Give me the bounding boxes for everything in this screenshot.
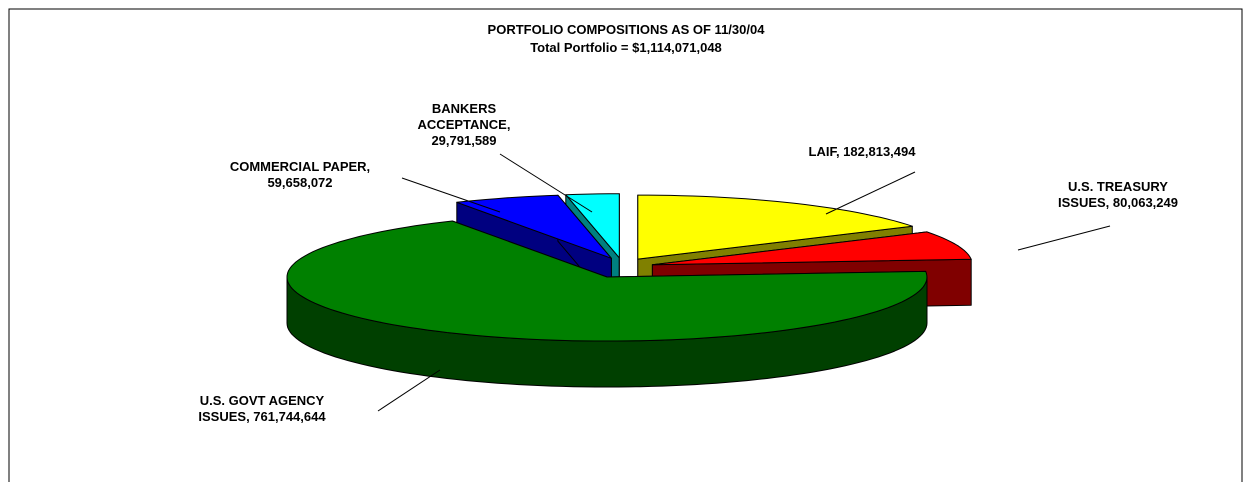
data-label: LAIF, 182,813,494 xyxy=(809,144,917,159)
chart-frame xyxy=(8,8,1243,482)
chart-subtitle: Total Portfolio = $1,114,071,048 xyxy=(530,40,722,55)
data-label: U.S. GOVT AGENCY ISSUES, 761,744,644 xyxy=(198,393,326,424)
slice xyxy=(637,194,913,260)
leader-line xyxy=(377,369,441,412)
slice xyxy=(286,220,928,388)
leader-line xyxy=(499,153,593,213)
data-label: BANKERS ACCEPTANCE, 29,791,589 xyxy=(418,101,511,148)
leader-line xyxy=(1017,225,1111,251)
slice xyxy=(286,220,928,342)
chart-title: PORTFOLIO COMPOSITIONS AS OF 11/30/04 xyxy=(488,22,766,37)
slice xyxy=(456,194,612,259)
data-label: COMMERCIAL PAPER, 59,658,072 xyxy=(230,159,370,190)
leader-line xyxy=(401,177,501,213)
slice xyxy=(651,231,972,266)
slice xyxy=(565,193,620,259)
leader-line xyxy=(825,171,916,215)
data-label: U.S. TREASURY ISSUES, 80,063,249 xyxy=(1058,179,1178,210)
